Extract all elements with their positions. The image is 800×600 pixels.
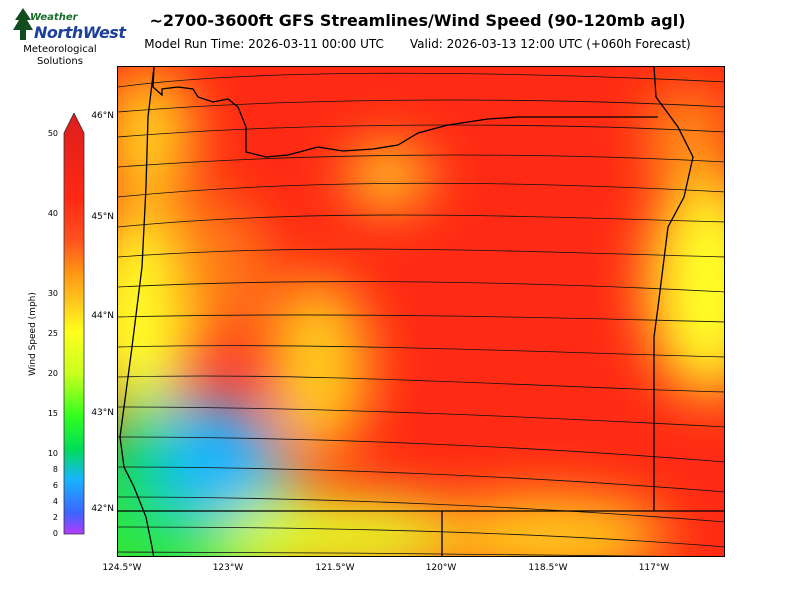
lat-label-46: 46°N — [91, 111, 114, 121]
logo-northwest-text: NorthWest — [34, 23, 126, 42]
lon-label-124-5: 124.5°W — [102, 563, 142, 573]
valid-time: Valid: 2026-03-13 12:00 UTC (+060h Forec… — [409, 37, 691, 51]
lat-label-44: 44°N — [91, 311, 114, 321]
page-title: ~2700-3600ft GFS Streamlines/Wind Speed … — [149, 11, 686, 30]
logo-weather-text: Weather — [30, 12, 78, 23]
cbar-tick-8: 8 — [52, 465, 58, 474]
colorbar-label: Wind Speed (mph) — [28, 292, 38, 376]
lon-label-123: 123°W — [212, 563, 244, 573]
cbar-tick-25: 25 — [47, 329, 58, 338]
cbar-tick-6: 6 — [52, 481, 58, 490]
wind-field — [118, 67, 724, 556]
lon-label-118-5: 118.5°W — [528, 563, 568, 573]
cbar-tick-0: 0 — [52, 529, 58, 538]
cbar-tick-2: 2 — [52, 513, 58, 522]
lat-label-43: 43°N — [91, 408, 114, 418]
cbar-tick-10: 10 — [47, 449, 58, 458]
cbar-tick-4: 4 — [52, 497, 58, 506]
model-run-time: Model Run Time: 2026-03-11 00:00 UTC — [144, 37, 384, 51]
tree-icon — [13, 8, 33, 40]
cbar-tick-20: 20 — [47, 369, 58, 378]
run-valid-line: Model Run Time: 2026-03-11 00:00 UTC Vali… — [110, 37, 725, 51]
lon-label-120: 120°W — [425, 563, 457, 573]
cbar-tick-40: 40 — [47, 209, 58, 218]
colorbar-gradient — [63, 113, 85, 535]
lon-label-117: 117°W — [638, 563, 670, 573]
lon-label-121-5: 121.5°W — [315, 563, 355, 573]
logo-subtitle-line-1: Meteorological — [23, 44, 97, 55]
logo: Weather NorthWest Meteorological Solutio… — [10, 6, 126, 68]
lat-label-45: 45°N — [91, 212, 114, 222]
wind-speed-map — [117, 66, 725, 557]
lat-label-42: 42°N — [91, 504, 114, 514]
cbar-tick-30: 30 — [47, 289, 58, 298]
colorbar: 50 40 30 25 20 15 10 8 6 4 2 0 — [48, 113, 90, 538]
logo-subtitle: Meteorological Solutions — [10, 44, 110, 68]
logo-subtitle-line-2: Solutions — [37, 56, 83, 67]
cbar-tick-50: 50 — [47, 129, 58, 138]
cbar-tick-15: 15 — [47, 409, 58, 418]
